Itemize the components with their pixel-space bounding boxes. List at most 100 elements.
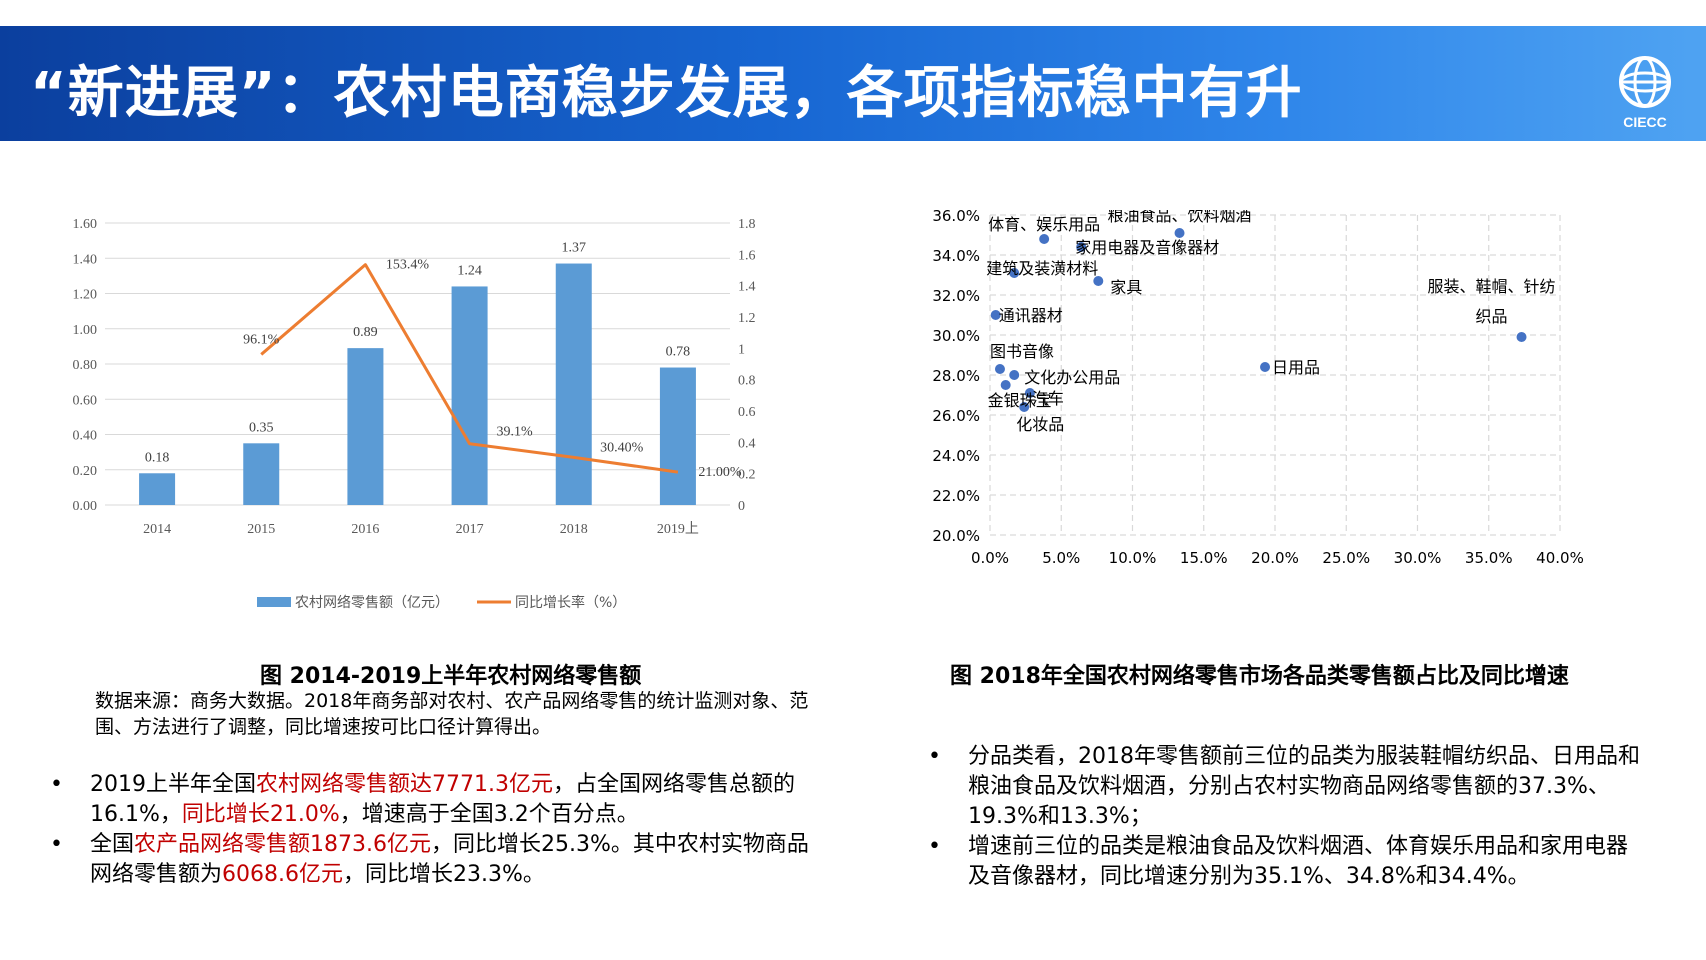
page-title: “新进展”：农村电商稳步发展，各项指标稳中有升 [30,61,1303,126]
x-tick-label: 40.0% [1536,549,1584,567]
y-tick-label: 34.0% [932,247,980,265]
legend-line-label: 同比增长率（%） [515,594,626,611]
y2-tick-label: 1.6 [738,248,756,263]
y-tick-label: 26.0% [932,407,980,425]
point-label: 日用品 [1272,358,1320,377]
scatter-point [1093,276,1104,286]
x-tick-label: 5.0% [1042,549,1080,567]
point-label: 家具 [1110,278,1142,297]
y-tick-label: 0.60 [73,393,98,408]
point-label-cont: 织品 [1476,307,1508,326]
right-chart-caption: 图 2018年全国农村网络零售市场各品类零售额占比及同比增速 [950,664,1569,689]
y2-tick-label: 1.4 [738,280,756,295]
y2-tick-label: 1.2 [738,311,756,326]
point-label: 金银珠宝 [988,391,1052,410]
scatter-point [1009,370,1020,380]
y-tick-label: 20.0% [932,527,980,545]
scatter-point [990,310,1001,320]
point-label: 粮油食品、饮料烟酒 [1108,210,1252,225]
right-chart-grid [989,214,1561,536]
bar [139,473,176,505]
right-chart-points [990,228,1527,412]
left-chart-axes: 0.00 0.20 0.40 0.60 0.80 1.00 1.20 1.40 1.60 0 0.2… [73,217,756,537]
bullet-item: • 全国农产品网络零售额1873.6亿元，同比增长25.3%。其中农村实物商品网… [50,832,809,887]
retail-sales-combo-chart: 0.18 0.35 0.89 1.24 1.37 0.78 96.1% 153.4% 39.1%… [73,217,756,611]
right-chart-ticks: 0.0% 5.0% 10.0% 15.0% 20.0% 25.0% 30.0% 35.0% 40… [932,210,1583,567]
category-scatter-chart: 0.0% 5.0% 10.0% 15.0% 20.0% 25.0% 30.0% 35.0% 40… [930,210,1655,630]
line-value-label: 153.4% [386,258,430,273]
bar-value-label: 0.78 [666,345,691,360]
bar-value-label: 1.24 [457,263,482,278]
bullet-dot: • [928,834,941,859]
x-tick-label: 30.0% [1394,549,1442,567]
x-tick-label: 2019上 [657,521,699,537]
point-label: 建筑及装潢材料 [986,259,1098,278]
point-label: 图书音像 [990,342,1054,361]
bar [555,263,592,505]
title-banner: “新进展”：农村电商稳步发展，各项指标稳中有升 CIECC [0,26,1706,141]
y2-tick-label: 0 [738,499,745,514]
line-value-label: 39.1% [496,425,533,440]
point-label: 家用电器及音像器材 [1075,238,1219,257]
left-chart-bars [139,263,696,505]
y-tick-label: 1.20 [73,288,98,303]
y2-tick-label: 0.6 [738,405,756,420]
point-label: 文化办公用品 [1024,368,1120,387]
y-tick-label: 1.00 [73,323,98,338]
bullet-item: • 分品类看，2018年零售额前三位的品类为服装鞋帽纺织品、日用品和粮油食品及饮… [928,744,1640,829]
y-tick-label: 22.0% [932,487,980,505]
point-label: 通讯器材 [999,306,1063,325]
y-tick-label: 1.40 [73,252,98,267]
bar [451,286,488,505]
scatter-point [1260,362,1271,372]
x-tick-label: 25.0% [1322,549,1370,567]
bullet-dot: • [928,744,941,769]
x-tick-label: 15.0% [1180,549,1228,567]
x-tick-label: 2014 [143,522,171,537]
x-tick-label: 20.0% [1251,549,1299,567]
left-chart-line [260,263,679,474]
y2-tick-label: 0.4 [738,436,756,451]
right-bullets: • 分品类看，2018年零售额前三位的品类为服装鞋帽纺织品、日用品和粮油食品及饮… [928,742,1648,892]
scatter-point [1174,228,1185,238]
legend-bar-swatch [257,597,291,607]
x-tick-label: 2017 [456,522,484,537]
x-tick-label: 10.0% [1109,549,1157,567]
scatter-point [1024,388,1035,398]
point-label: 服装、鞋帽、针纺 [1428,277,1556,296]
y2-tick-label: 1.8 [738,217,756,232]
point-label: 汽车 [1032,389,1064,408]
y-tick-label: 0.20 [73,464,98,479]
y-tick-label: 0.40 [73,429,98,444]
line-value-label: 21.00% [698,465,742,480]
y-tick-label: 0.00 [73,499,98,514]
scatter-point [1076,242,1087,252]
line-value-label: 96.1% [243,332,280,347]
scatter-point [1000,380,1011,390]
logo-text: CIECC [1623,114,1667,130]
left-chart-legend: 农村网络零售额（亿元） 同比增长率（%） [257,594,626,611]
y-tick-label: 30.0% [932,327,980,345]
bullet-item: • 增速前三位的品类是粮油食品及饮料烟酒、体育娱乐用品和家用电器及音像器材，同比… [928,834,1629,889]
x-tick-label: 0.0% [971,549,1009,567]
scatter-point [994,364,1005,374]
scatter-point [1019,402,1030,412]
y-tick-label: 32.0% [932,287,980,305]
left-chart-caption: 图 2014-2019上半年农村网络零售额 [260,664,642,689]
y2-tick-label: 0.2 [738,468,756,483]
bar-value-label: 0.89 [353,325,378,340]
bullet-item: • 2019上半年全国农村网络零售额达7771.3亿元，占全国网络零售总额的16… [50,772,795,827]
bullet-dot: • [50,832,63,857]
x-tick-label: 2018 [560,522,588,537]
data-source-note: 数据来源：商务大数据。2018年商务部对农村、农产品网络零售的统计监测对象、范围… [95,690,809,738]
line-value-label: 30.40% [600,440,644,455]
bar-value-label: 0.18 [145,450,170,465]
bar-value-label: 1.37 [562,241,587,256]
point-label: 化妆品 [1016,415,1064,434]
y-tick-label: 1.60 [73,217,98,232]
bar-value-label: 0.35 [249,420,274,435]
ciecc-logo: CIECC [1610,54,1680,132]
growth-line [260,263,679,474]
bar [347,348,384,505]
